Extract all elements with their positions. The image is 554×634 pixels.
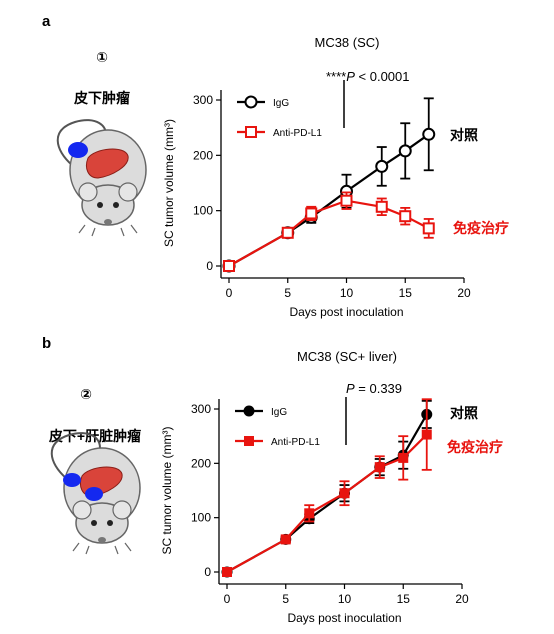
chart-b-y-axis-label: SC tumor volume (mm³) xyxy=(160,426,174,554)
p-value-b: = 0.339 xyxy=(355,381,402,396)
chart-b-legend-marker-0 xyxy=(243,405,255,417)
tumor-mark-b-liver xyxy=(85,487,103,501)
chart-b-y-tick-label-1: 100 xyxy=(191,511,211,525)
chart-b-legend-label-0: IgG xyxy=(271,407,287,418)
panel-letter-b: b xyxy=(42,335,51,352)
panel-b: b ② 皮下+肝脏肿瘤 MC38 (SC+ liver) 0 5 10 15 20010… xyxy=(42,335,503,625)
p-stars-a: **** xyxy=(326,69,346,84)
mouse-subcutaneous-liver-tumor-icon xyxy=(50,432,141,555)
p-value-a: < 0.0001 xyxy=(355,69,410,84)
chart-a-s1-point-1 xyxy=(281,226,294,239)
chart-a-series-line-0 xyxy=(228,133,430,267)
chart-b-s1-point-3 xyxy=(339,488,350,499)
chart-a-s0-point-4 xyxy=(375,159,389,173)
chart-a-x-tick-label-2: 10 xyxy=(340,286,354,300)
chart-b-x-axis-label: Days post inoculation xyxy=(287,611,401,625)
chart-a-y-tick-label-1: 100 xyxy=(193,204,213,218)
chart-a-legend-label-0: IgG xyxy=(273,98,289,109)
chart-a-s1-point-6 xyxy=(422,222,435,235)
chart-title-b: MC38 (SC+ liver) xyxy=(297,349,397,364)
chart-a-x-axis-label: Days post inoculation xyxy=(289,305,403,319)
mouse-subcutaneous-tumor-icon xyxy=(56,119,147,237)
chart-b-s1-point-2 xyxy=(304,508,315,519)
chart-a-legend-label-1: Anti-PD-L1 xyxy=(273,128,322,139)
p-letter-a: P xyxy=(346,69,355,84)
chart-b-s1-point-5 xyxy=(398,452,409,463)
p-annotation-a: ****P < 0.0001 xyxy=(326,69,410,84)
chart-a-s1-point-4 xyxy=(375,200,388,213)
chart-b-s1-point-1 xyxy=(280,534,291,545)
chart-a-legend-marker-0 xyxy=(244,95,258,109)
chart-b-s1-point-6 xyxy=(421,429,432,440)
chart-a-y-tick-label-3: 300 xyxy=(193,93,213,107)
chart-title-a: MC38 (SC) xyxy=(314,35,379,50)
chart-b-y-tick-label-2: 200 xyxy=(191,456,211,470)
chart-a-x-tick-label-3: 15 xyxy=(399,286,413,300)
chart-a-s1-point-0 xyxy=(223,260,235,272)
right-label-igg-b: 对照 xyxy=(450,405,478,421)
p-letter-b: P xyxy=(346,381,355,396)
chart-b-series-line-0 xyxy=(226,413,428,573)
chart-a-x-tick-label-1: 5 xyxy=(284,286,291,300)
chart-b-legend-marker-1 xyxy=(244,436,254,446)
circled-number-2: ② xyxy=(80,386,92,402)
panel-a: a ① 皮下肿瘤 MC38 (SC) 0 5 10 15 200100200300Day… xyxy=(42,13,509,319)
chart-b-s1-point-0 xyxy=(222,567,232,577)
chart-a-legend-marker-1 xyxy=(245,126,257,138)
chart-b-legend-label-1: Anti-PD-L1 xyxy=(271,437,320,448)
chart-a-y-tick-label-2: 200 xyxy=(193,148,213,162)
right-label-igg-a: 对照 xyxy=(450,127,478,143)
chart-a-y-axis-label: SC tumor volume (mm³) xyxy=(162,119,176,247)
right-label-treat-b: 免疫治疗 xyxy=(447,439,503,455)
chart-a-s0-point-5 xyxy=(398,144,412,158)
chart-a-x-tick-label-0: 0 xyxy=(226,286,233,300)
chart-b-x-tick-label-0: 0 xyxy=(224,592,231,606)
chart-b-s1-point-4 xyxy=(374,462,385,473)
tumor-mark-b-sc xyxy=(63,473,81,487)
chart-a-y-tick-label-0: 0 xyxy=(206,259,213,273)
chart-a-x-tick-label-4: 20 xyxy=(457,286,471,300)
chart-a-s1-point-2 xyxy=(305,207,318,220)
chart-b-x-tick-label-4: 20 xyxy=(455,592,469,606)
chart-b-series-line-1 xyxy=(226,433,428,573)
chart-b-x-tick-label-2: 10 xyxy=(338,592,352,606)
chart-a-s0-point-6 xyxy=(422,127,436,141)
right-label-treat-a: 免疫治疗 xyxy=(453,220,509,236)
p-annotation-b: P = 0.339 xyxy=(346,381,402,396)
chart-b-y-tick-label-3: 300 xyxy=(191,402,211,416)
chart-a-s1-point-5 xyxy=(399,210,412,223)
panel-letter-a: a xyxy=(42,13,51,30)
chart-b-y-tick-label-0: 0 xyxy=(204,565,211,579)
circled-number-1: ① xyxy=(96,49,108,65)
chart-b-x-tick-label-1: 5 xyxy=(282,592,289,606)
model-label-sc: 皮下肿瘤 xyxy=(73,90,130,106)
chart-a-s1-point-3 xyxy=(340,194,353,207)
chart-b-x-tick-label-3: 15 xyxy=(397,592,411,606)
tumor-mark-a xyxy=(68,142,88,158)
chart-a-series-line-1 xyxy=(228,199,430,267)
